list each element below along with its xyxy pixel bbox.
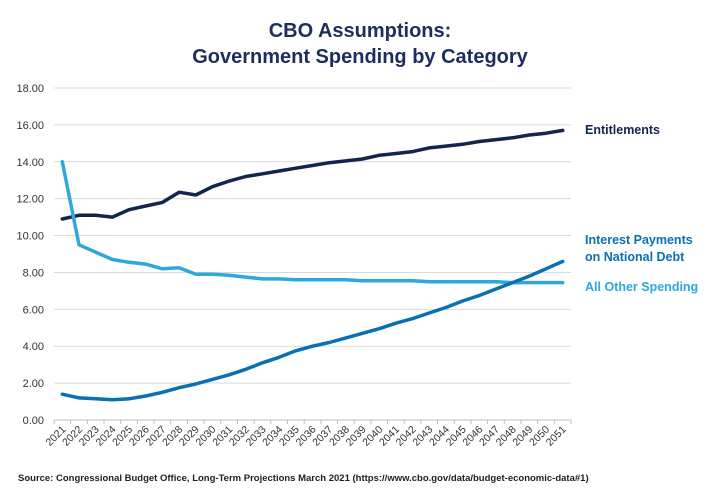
chart-title: CBO Assumptions: Government Spending by … xyxy=(0,18,720,70)
y-tick-label: 12.00 xyxy=(16,194,44,206)
x-tick-label: 2051 xyxy=(544,424,569,449)
series-line-entitlements xyxy=(60,128,565,221)
legend-label-interest-line-1: Interest Payments xyxy=(585,233,693,247)
chart-title-line-2: Government Spending by Category xyxy=(192,46,528,68)
y-tick-label: 10.00 xyxy=(16,231,44,243)
y-tick-label: 16.00 xyxy=(16,120,44,132)
legend-label-interest-line-2: on National Debt xyxy=(585,250,685,264)
y-tick-label: 6.00 xyxy=(23,304,44,316)
y-tick-label: 0.00 xyxy=(23,415,44,427)
legend-label-entitlements: Entitlements xyxy=(585,123,661,137)
legend-label-other: All Other Spending xyxy=(585,280,699,294)
y-tick-label: 8.00 xyxy=(23,267,44,279)
y-tick-label: 4.00 xyxy=(23,341,44,353)
y-tick-label: 14.00 xyxy=(16,157,44,169)
series-line-interest-payments-on-national-debt xyxy=(60,259,565,402)
legend-label-interest: Interest Payments on National Debt xyxy=(585,232,693,266)
y-tick-label: 2.00 xyxy=(23,378,44,390)
chart-title-line-1: CBO Assumptions: xyxy=(268,20,452,42)
y-tick-label: 18.00 xyxy=(16,83,44,95)
series-line-all-other-spending xyxy=(60,160,565,285)
source-note: Source: Congressional Budget Office, Lon… xyxy=(18,473,589,484)
